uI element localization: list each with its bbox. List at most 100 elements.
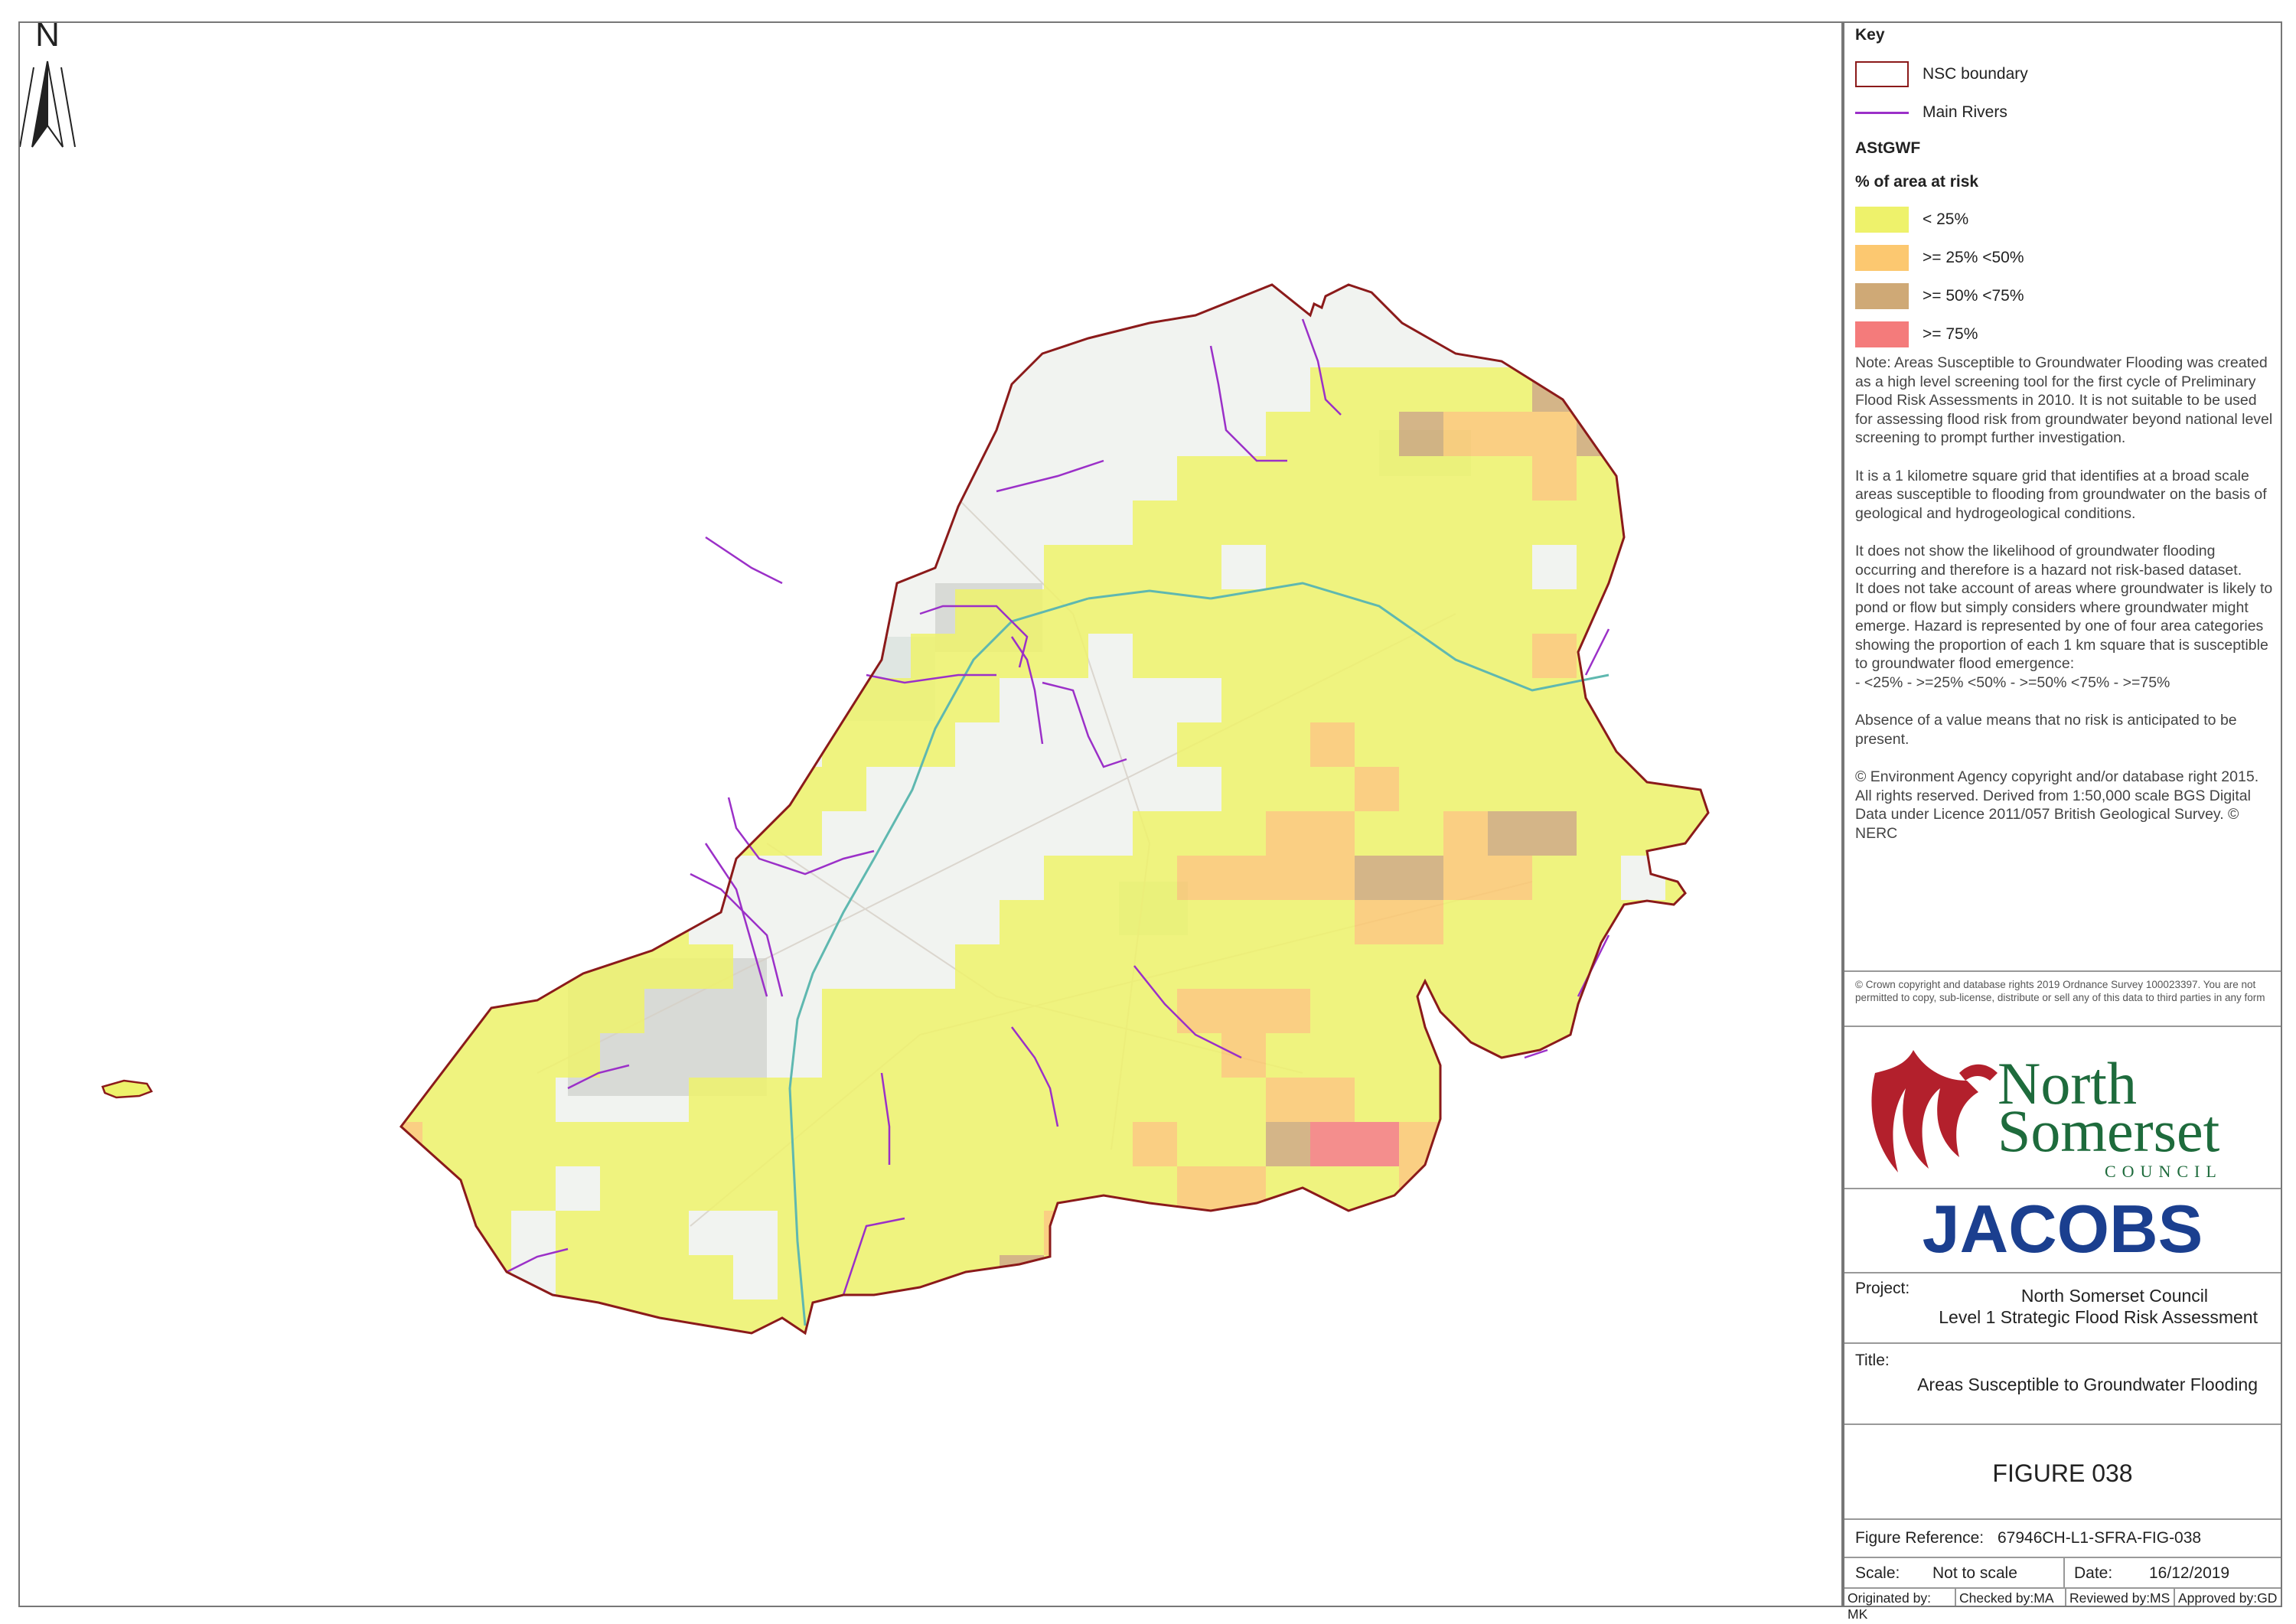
hazard-cell [556, 900, 600, 944]
hazard-cell [1133, 811, 1177, 856]
hazard-cell [1577, 501, 1621, 545]
hazard-cell [1621, 1166, 1665, 1211]
hazard-cell [245, 989, 289, 1033]
hazard-cell [866, 678, 911, 722]
hazard-cell [1399, 767, 1443, 811]
hazard-cell [1443, 900, 1488, 944]
hazard-cell [401, 1078, 422, 1122]
hazard-cell [1266, 944, 1310, 989]
hazard-cell [1133, 545, 1177, 589]
hazard-cell [1310, 1078, 1355, 1122]
hazard-cell [1310, 1166, 1355, 1211]
legend-category: < 25% [1855, 207, 1968, 233]
hazard-cell [1310, 412, 1355, 456]
hazard-cell [1399, 1211, 1443, 1255]
hazard-cell [1044, 589, 1088, 634]
hazard-cell [1488, 900, 1532, 944]
hazard-cell [1133, 589, 1177, 634]
hazard-cell [1399, 589, 1443, 634]
hazard-cell [1355, 1166, 1399, 1211]
legend-category: >= 75% [1855, 321, 1978, 347]
hazard-cell [1266, 678, 1310, 722]
hazard-cell [1266, 1122, 1310, 1166]
motorway-junction [1088, 589, 1212, 600]
hazard-cell [201, 1211, 245, 1255]
hazard-cell [1133, 989, 1177, 1033]
hazard-cell [1088, 545, 1133, 589]
hazard-cell [1088, 1078, 1133, 1122]
map-frame[interactable]: N [18, 21, 1843, 1607]
hazard-cell [1044, 545, 1088, 589]
note-paragraph: Absence of a value means that no risk is… [1855, 712, 2237, 748]
hazard-cell [1355, 900, 1399, 944]
hazard-cell [1000, 944, 1044, 989]
hazard-cell [1399, 501, 1443, 545]
scale-value: Not to scale [1932, 1564, 2017, 1582]
hazard-cell [778, 1078, 822, 1122]
hazard-cell [467, 1122, 511, 1166]
hazard-cell [422, 944, 467, 989]
hazard-cell [1665, 1166, 1708, 1211]
hazard-cell [422, 1166, 467, 1211]
hazard-cell [1221, 634, 1266, 678]
hazard-cell [1532, 944, 1577, 989]
hazard-cell [401, 900, 422, 944]
hazard-cell [1000, 900, 1044, 944]
hazard-cell [778, 1122, 822, 1166]
hazard-cell [955, 589, 1000, 634]
hazard-cell [1621, 767, 1665, 811]
hazard-cell [1399, 811, 1443, 856]
hazard-cell [822, 1300, 866, 1333]
hazard-cell [334, 1033, 378, 1078]
hazard-cell [1177, 989, 1221, 1033]
hazard-cell [1221, 1078, 1266, 1122]
hazard-cell [1577, 1033, 1621, 1078]
hazard-cell [1044, 1033, 1088, 1078]
hazard-cell [1799, 856, 1841, 900]
hazard-cell [1488, 545, 1532, 589]
hazard-cell [1665, 412, 1708, 456]
hazard-cell [1355, 856, 1399, 900]
hazard-cell [334, 944, 378, 989]
note-paragraph: It does not take account of areas where … [1855, 580, 2273, 672]
checked-by: Checked by:MA [1956, 1589, 2066, 1606]
hazard-cell [1577, 589, 1621, 634]
note-paragraph: Note: Areas Susceptible to Groundwater F… [1855, 354, 2273, 446]
legend-category-label: < 25% [1923, 210, 1969, 228]
hazard-cell [1266, 456, 1310, 501]
hazard-cell [955, 1211, 1000, 1255]
hazard-cell [1577, 722, 1621, 767]
hazard-cell [422, 1078, 467, 1122]
hazard-cell [1443, 1211, 1488, 1255]
hazard-cell [1488, 1122, 1532, 1166]
hazard-cell [1177, 545, 1221, 589]
hazard-cell [1621, 1122, 1665, 1166]
hazard-cell [1266, 856, 1310, 900]
nsc-logo-line1: North [1998, 1050, 2137, 1117]
hazard-cell [1754, 367, 1799, 412]
hazard-cell [1532, 989, 1577, 1033]
flood-map[interactable]: N [20, 23, 1841, 1606]
hazard-cell [1088, 1255, 1133, 1300]
category-swatch [1855, 207, 1909, 233]
hazard-cell [1488, 767, 1532, 811]
hazard-cell [778, 1166, 822, 1211]
hazard-cell [1532, 811, 1577, 856]
hazard-cell [778, 811, 822, 856]
hazard-cell [1044, 1122, 1088, 1166]
hazard-cell [1532, 412, 1577, 456]
hazard-cell [1532, 1122, 1577, 1166]
hazard-cell [1710, 412, 1754, 456]
jacobs-wordmark: JACOBS [1923, 1191, 2203, 1267]
hazard-cell [289, 900, 334, 944]
hazard-cell [689, 1166, 733, 1211]
hazard-cell [1443, 811, 1488, 856]
hazard-cell [334, 1255, 378, 1300]
hazard-cell [1488, 722, 1532, 767]
hazard-cell [289, 1255, 334, 1300]
hazard-cell [1577, 456, 1621, 501]
hazard-cell [1488, 944, 1532, 989]
hazard-cell [1665, 1122, 1708, 1166]
hazard-cell [1221, 678, 1266, 722]
hazard-cell [1177, 856, 1221, 900]
